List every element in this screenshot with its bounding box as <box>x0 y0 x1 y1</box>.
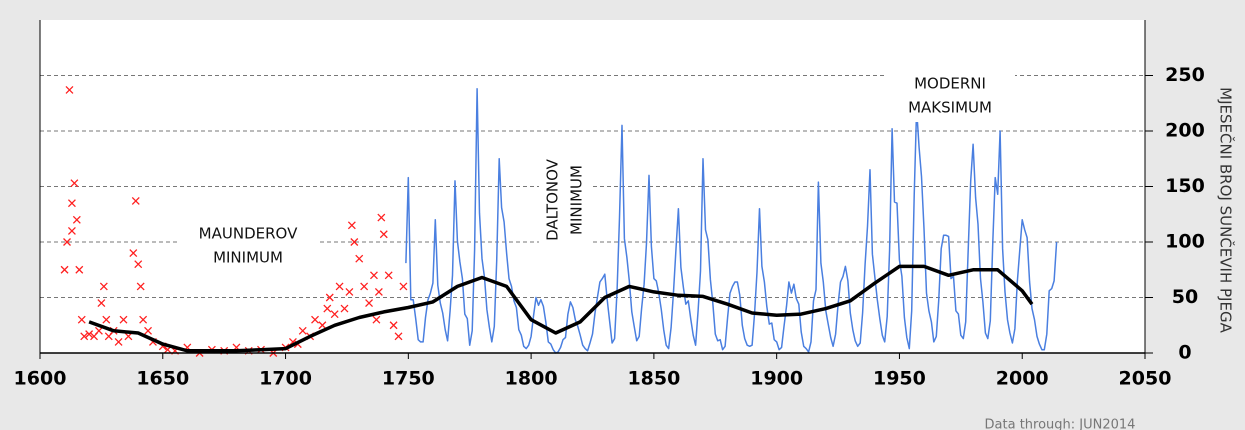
scatter-point <box>102 315 111 324</box>
scatter-point <box>389 321 398 330</box>
scatter-point <box>63 238 71 246</box>
line <box>405 88 1058 354</box>
y-tick-label: 250 <box>1165 64 1205 86</box>
scatter-point <box>311 315 319 324</box>
scatter-point <box>360 282 369 291</box>
x-tick-label: 2000 <box>996 368 1049 390</box>
y-tick-label: 100 <box>1165 231 1205 253</box>
scatter-point <box>75 265 84 274</box>
annotation-text: MAUNDEROV <box>199 225 298 243</box>
line <box>88 264 1034 353</box>
x-tick-label: 1950 <box>873 368 926 390</box>
scatter-point <box>136 282 145 291</box>
annotation-text: MAKSIMUM <box>908 99 992 117</box>
x-tick-label: 1900 <box>750 368 803 390</box>
x-tick-label: 1700 <box>259 368 312 390</box>
annotation-bg <box>539 145 591 255</box>
x-tick-label: 1850 <box>627 368 680 390</box>
scatter-point <box>369 271 378 280</box>
y-axis-label: MJESEČNI BROJ SUNČEVIH PJEGA <box>1217 87 1236 333</box>
scatter-point <box>134 260 143 269</box>
annotation-text: MINIMUM <box>568 165 586 235</box>
scatter-point <box>365 299 374 308</box>
scatter-point <box>65 85 74 94</box>
annotation-bg <box>178 220 318 272</box>
scatter-point <box>131 196 140 205</box>
scatter-point <box>72 215 81 224</box>
scatter-point <box>99 282 108 291</box>
scatter-point <box>374 287 383 296</box>
scatter-point <box>139 315 148 324</box>
scatter-point <box>60 265 69 274</box>
scatter-point <box>129 249 138 258</box>
y-tick-label: 50 <box>1172 286 1198 308</box>
annotation-bg <box>885 70 1015 122</box>
annotation: MAUNDEROV MINIMUM <box>178 220 318 272</box>
scatter-point <box>70 179 79 188</box>
scatter-point <box>355 254 364 263</box>
scatter-point <box>323 304 332 313</box>
scatter-point <box>67 226 76 235</box>
scatter-point <box>330 310 339 319</box>
annotation: DALTONOV MINIMUM <box>539 145 591 255</box>
scatter-point <box>394 332 403 341</box>
scatter-point <box>384 271 393 280</box>
scatter-point <box>318 321 327 330</box>
x-tick-label: 1750 <box>382 368 435 390</box>
scatter-point <box>97 299 106 308</box>
scatter-point <box>377 213 386 222</box>
scatter-point <box>379 230 388 239</box>
scatter-point <box>80 332 89 341</box>
scatter-point <box>372 315 381 324</box>
scatter-point <box>119 315 128 324</box>
scatter-point <box>335 282 344 291</box>
annotation-text: MINIMUM <box>213 249 283 267</box>
scatter-point <box>325 293 334 302</box>
scatter-point <box>144 326 153 335</box>
scatter-point <box>67 199 76 208</box>
scatter-point <box>85 330 94 339</box>
x-tick-label: 1600 <box>14 368 67 390</box>
y-tick-label: 200 <box>1165 120 1205 142</box>
annotation-text: MODERNI <box>914 75 986 93</box>
scatter-point <box>94 326 103 335</box>
y-tick-label: 0 <box>1178 342 1191 364</box>
annotation-text: DALTONOV <box>544 158 562 241</box>
y-tick-label: 150 <box>1165 175 1205 197</box>
scatter-point <box>77 315 86 324</box>
scatter-point <box>340 304 349 313</box>
x-tick-label: 1650 <box>136 368 189 390</box>
annotation: MODERNI MAKSIMUM <box>885 70 1015 122</box>
scatter-point <box>350 238 359 246</box>
x-tick-label: 1800 <box>505 368 558 390</box>
scatter-point <box>345 287 354 296</box>
x-tick-label: 2050 <box>1119 368 1172 390</box>
note: Data through: JUN2014 <box>985 418 1136 430</box>
scatter-point <box>298 326 307 335</box>
scatter-point <box>399 282 408 291</box>
scatter-point <box>347 221 356 230</box>
scatter-point <box>114 337 123 346</box>
